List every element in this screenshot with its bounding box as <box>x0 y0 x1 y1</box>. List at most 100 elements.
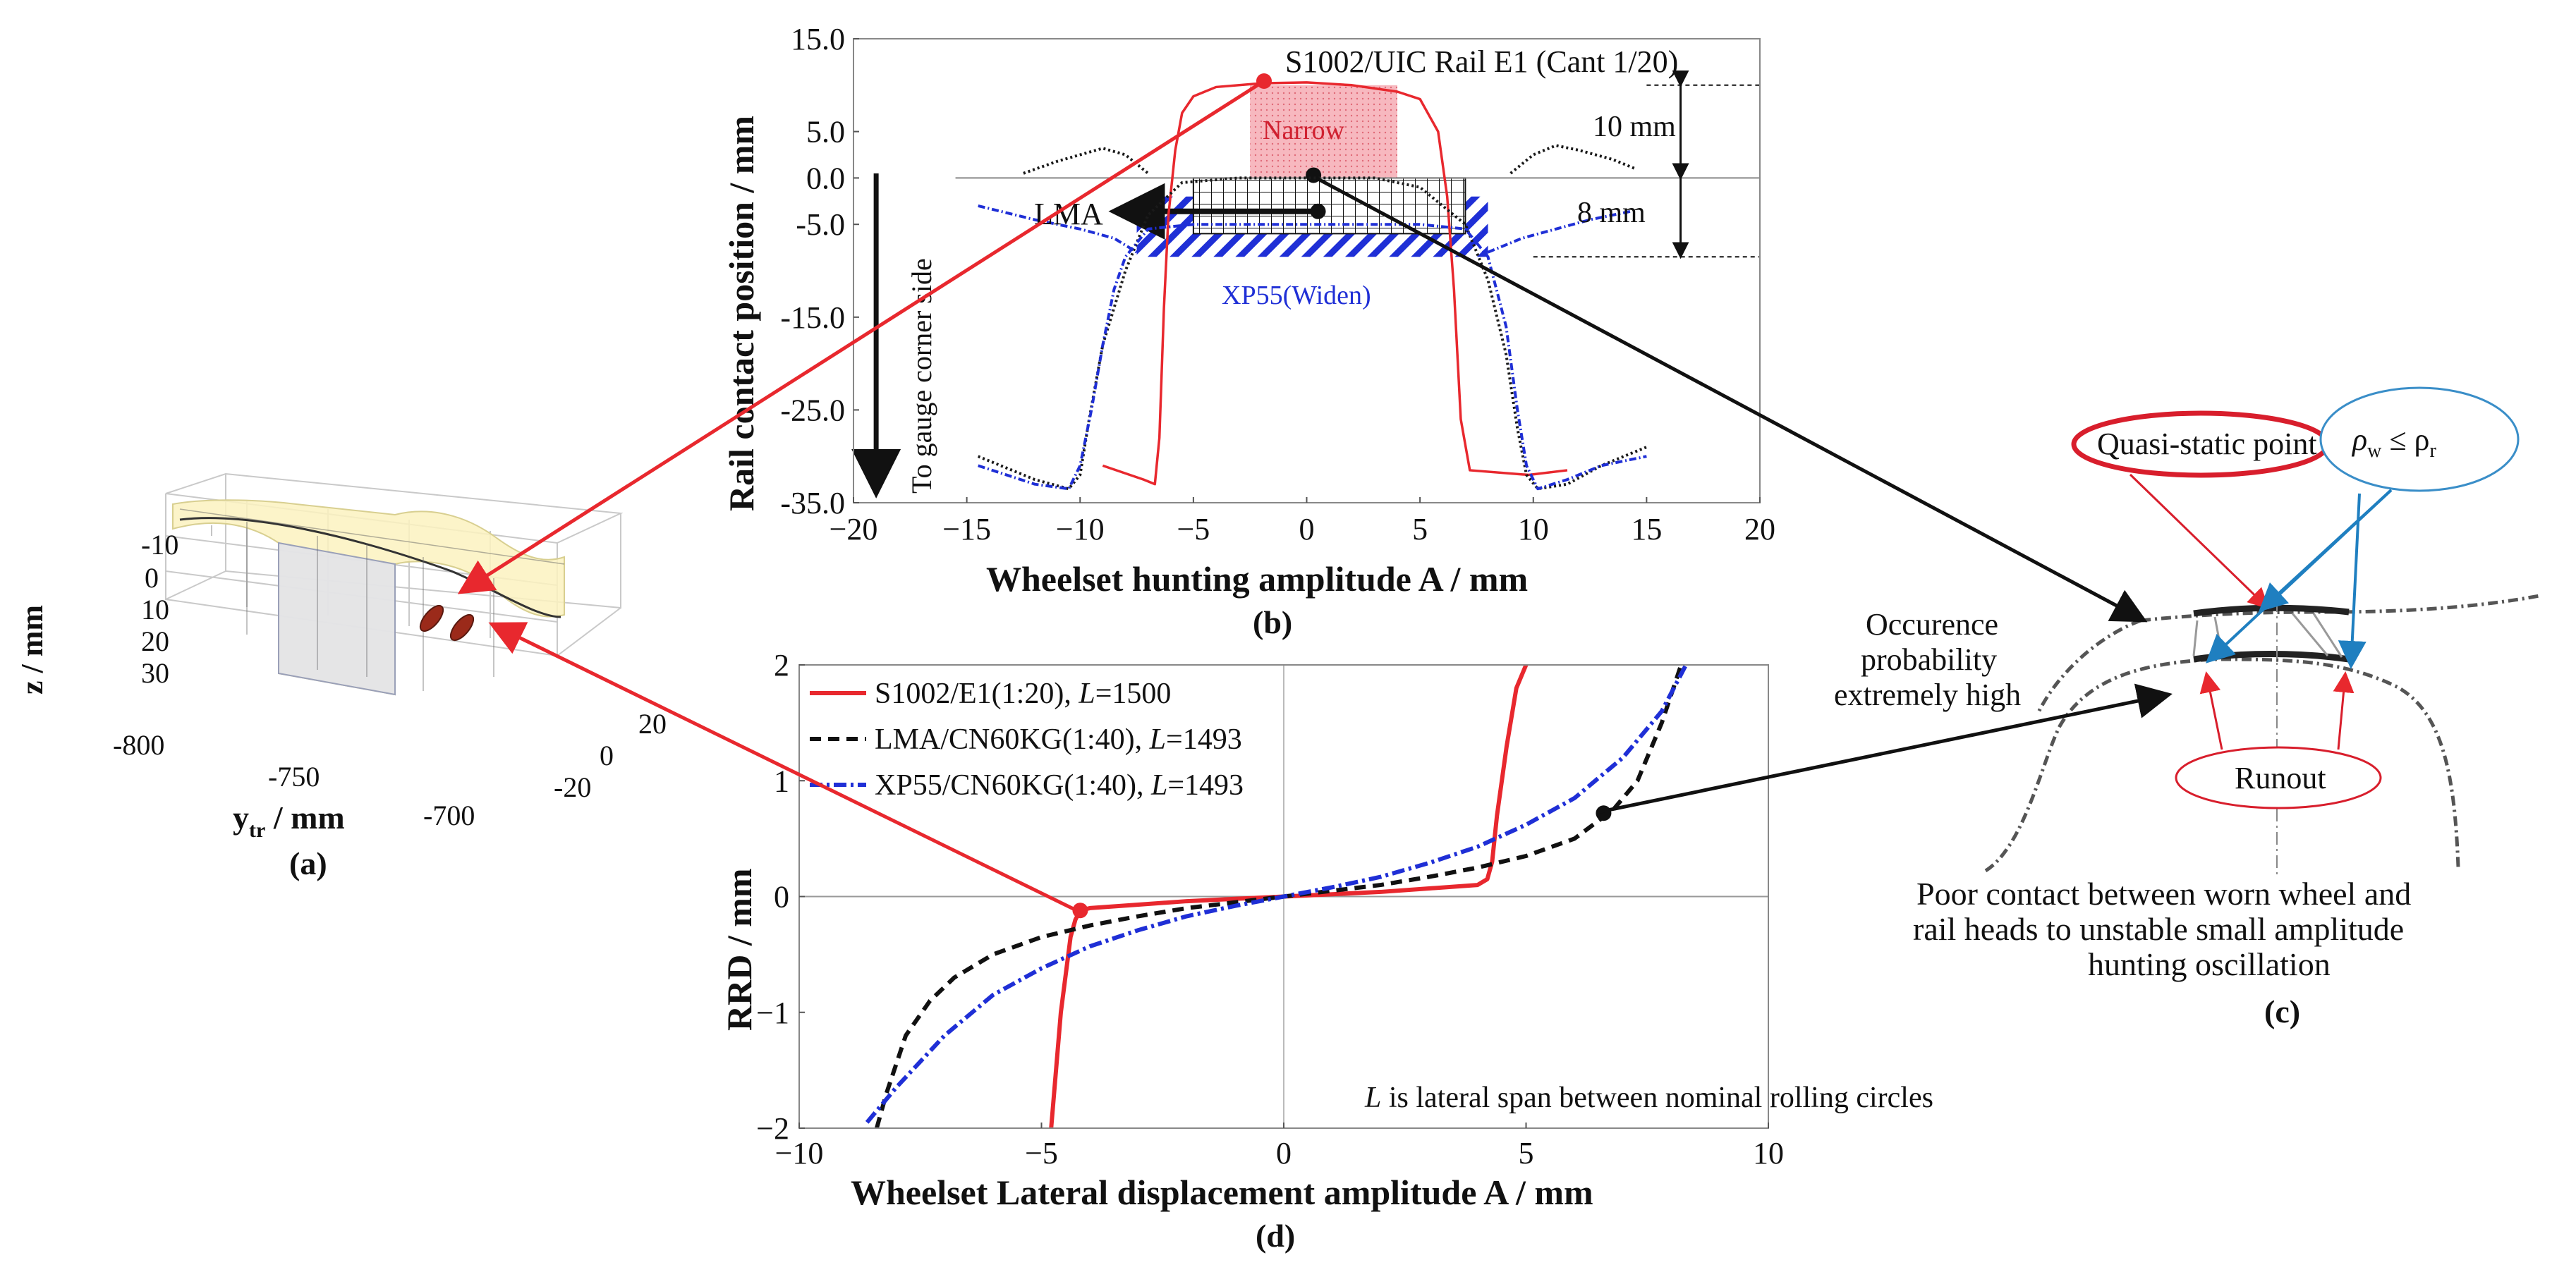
panel-d-xtick-label: 5 <box>1519 1136 1534 1170</box>
connector-b-to-c <box>1316 176 2148 623</box>
contact-lines <box>2192 613 2343 658</box>
panel-b-xtick-label: 15 <box>1631 512 1662 546</box>
connector-d-to-c <box>1597 683 2173 814</box>
connector-d-to-a <box>488 622 1081 914</box>
panel-a-ytick-0: 20 <box>638 708 667 740</box>
curvature-condition: ρw ≤ ρr <box>2351 422 2436 462</box>
narrow-label: Narrow <box>1263 116 1345 145</box>
panel-b-series-5 <box>978 204 1138 254</box>
panel-a-xtick-1: -750 <box>268 761 320 793</box>
panel-b-series-0 <box>1102 81 1568 486</box>
contact-ellipse-2 <box>449 613 475 642</box>
panel-b-ylabel: Rail contact position / mm <box>722 116 761 511</box>
wheel-profile-flange <box>2036 618 2141 714</box>
curvature-arrow-2 <box>2206 489 2393 663</box>
legend-entry-lma: LMA/CN60KG(1:40), L=1493 <box>875 723 1242 756</box>
panel-a-zlabel: z / mm <box>15 605 49 695</box>
panel-b-series-2 <box>1023 147 1149 175</box>
panel-d-xtick-label: 0 <box>1276 1136 1292 1170</box>
panel-a-label: (a) <box>289 845 327 881</box>
panel-d-ytick-label: −2 <box>756 1111 789 1146</box>
panel-b-chart: −20 −15 −10 −5 0 5 10 15 20 15.0 5.0 0.0 -5.0 -15.0 -2… <box>722 22 1775 640</box>
panel-a-xtick-0: -800 <box>113 729 164 761</box>
panel-a-ztick-4: 30 <box>141 657 169 689</box>
panel-b-ytick-label: -25.0 <box>780 393 845 427</box>
panel-d-ytick-label: 1 <box>774 764 789 798</box>
panel-b-series-4 <box>978 223 1647 491</box>
quasi-static-arrow <box>2129 473 2270 610</box>
panel-d-axes <box>798 664 1769 1129</box>
panel-d-ytick-label: 0 <box>774 880 789 915</box>
panel-d-xtick-label: −10 <box>775 1136 824 1170</box>
runout-label: Runout <box>2235 761 2326 795</box>
occurrence-line-1: Occurence <box>1866 607 1998 642</box>
panel-a-ztick-0: -10 <box>141 529 178 561</box>
connector-b-to-a <box>457 79 1265 594</box>
panel-a-ztick-2: 10 <box>141 594 169 625</box>
panel-d-label: (d) <box>1256 1218 1295 1254</box>
legend-entry-xp55: XP55/CN60KG(1:40), L=1493 <box>875 769 1244 802</box>
connector-arrows <box>457 73 2173 914</box>
runout-bubble <box>2175 746 2382 809</box>
panel-a-ytick-2: -20 <box>554 771 591 803</box>
panel-b-xtick-label: −20 <box>830 512 878 546</box>
panel-b-series-3 <box>1509 144 1636 175</box>
panel-d-note: L is lateral span between nominal rollin… <box>1364 1082 1933 1114</box>
runout-arrow-2 <box>2333 671 2355 750</box>
panel-b-xtick-label: 5 <box>1412 512 1428 546</box>
xp55-label: XP55(Widen) <box>1222 281 1371 310</box>
panel-c-schematic: Quasi-static point ρw ≤ ρr Occurence pro… <box>1834 386 2540 1029</box>
lma-origin-dot <box>1310 203 1326 219</box>
panel-a-xlabel: ytr / mm <box>233 800 345 842</box>
panel-d-marker-0 <box>1072 903 1088 919</box>
panel-b-ytick-label: 15.0 <box>791 22 845 56</box>
panel-a-surface <box>172 499 565 696</box>
occurrence-line-2: probability <box>1861 642 1997 677</box>
lma-label: LMA <box>1034 197 1103 231</box>
panel-b-xtick-label: −15 <box>942 512 991 546</box>
panel-d-legend: S1002/E1(1:20), L=1500 LMA/CN60KG(1:40),… <box>810 678 1244 802</box>
panel-b-series-1 <box>977 176 1648 491</box>
panel-a-ztick-3: 20 <box>141 625 169 657</box>
panel-b-series <box>977 81 1648 491</box>
panel-b-series-6 <box>1487 209 1636 254</box>
panel-d-series-2 <box>865 663 1688 1124</box>
narrow-region <box>1250 85 1397 178</box>
panel-b-xtick-label: 20 <box>1744 512 1775 546</box>
panel-a-xtick-2: -700 <box>423 800 475 831</box>
panel-d-ytick-label: 2 <box>774 648 789 683</box>
panel-b-xtick-label: −5 <box>1177 512 1210 546</box>
panel-b-grid <box>851 70 1760 499</box>
connector-b-origin-dot <box>1256 73 1272 89</box>
quasi-static-label: Quasi-static point <box>2097 427 2317 461</box>
panel-b-ytick-label: -5.0 <box>796 207 845 242</box>
curvature-bubble <box>2319 386 2520 492</box>
panel-d-xlabel: Wheelset Lateral displacement amplitude … <box>851 1173 1593 1212</box>
panel-d-series-1 <box>875 664 1684 1129</box>
panel-b-xlabel: Wheelset hunting amplitude A / mm <box>986 559 1528 599</box>
panel-d-ytick-label: −1 <box>756 996 789 1030</box>
dim-8mm-label: 8 mm <box>1577 197 1646 229</box>
legend-entry-s1002: S1002/E1(1:20), L=1500 <box>875 678 1171 710</box>
panel-b-label: (b) <box>1253 604 1292 640</box>
dim-10mm-label: 10 mm <box>1593 111 1676 143</box>
panel-c-label: (c) <box>2264 993 2300 1029</box>
panel-b-xtick-label: −10 <box>1056 512 1105 546</box>
panel-b-axes <box>853 38 1761 503</box>
panel-a-3d-plot: -10 0 10 20 30 -800 -750 -700 20 0 -20 z… <box>15 472 667 881</box>
panel-b-ytick-label: -15.0 <box>780 300 845 335</box>
curvature-arrow-3 <box>2338 493 2367 669</box>
panel-d-xtick-label: −5 <box>1025 1136 1058 1170</box>
panel-b-ytick-label: -35.0 <box>780 486 845 520</box>
panel-d-series <box>865 663 1688 1129</box>
panel-d-ylabel: RRD / mm <box>719 868 759 1031</box>
panel-b-regions <box>1136 85 1488 257</box>
panel-b-title: S1002/UIC Rail E1 (Cant 1/20) <box>1285 44 1678 79</box>
panel-b-xtick-label: 0 <box>1299 512 1315 546</box>
panel-a-ztick-1: 0 <box>145 562 159 594</box>
panel-b-xtick-label: 10 <box>1518 512 1549 546</box>
contact-ellipse-1 <box>419 604 444 632</box>
